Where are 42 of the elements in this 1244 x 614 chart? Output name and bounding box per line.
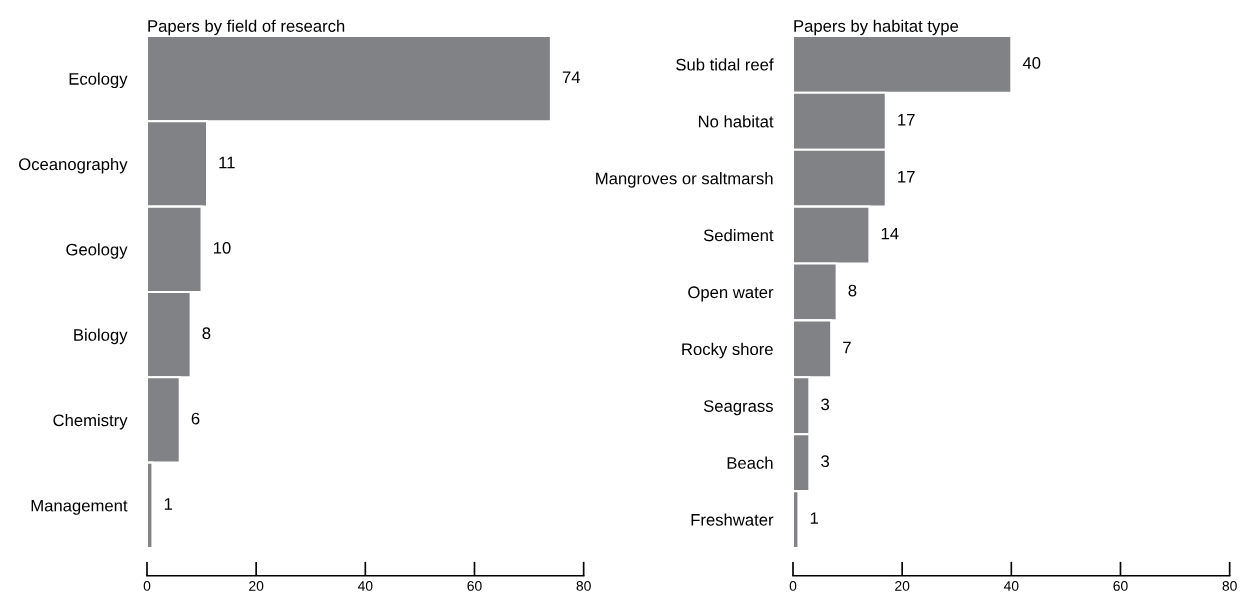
x-tick-label: 40 bbox=[1003, 581, 1019, 591]
data-label: 10 bbox=[213, 241, 231, 254]
chart-title: Papers by habitat type bbox=[794, 19, 959, 36]
y-tick-label: Geology bbox=[66, 243, 128, 259]
y-tick-label: Open water bbox=[688, 286, 774, 302]
chart-title: Papers by field of research bbox=[148, 19, 345, 36]
data-label: 40 bbox=[1022, 57, 1041, 69]
y-tick-label: Ecology bbox=[69, 72, 128, 89]
x-tick-label: 80 bbox=[576, 581, 591, 591]
x-tick-label: 20 bbox=[249, 581, 264, 591]
data-label: 6 bbox=[191, 412, 200, 425]
y-tick-label: Freshwater bbox=[691, 513, 774, 526]
data-label: 14 bbox=[881, 227, 899, 240]
y-tick-label: Oceanography bbox=[19, 157, 128, 174]
x-tick-label: 20 bbox=[895, 581, 910, 591]
data-label: 1 bbox=[810, 512, 819, 524]
data-label: 1 bbox=[164, 498, 173, 510]
y-tick-label: Beach bbox=[727, 456, 773, 469]
x-tick-label: 40 bbox=[357, 581, 373, 591]
data-label: 17 bbox=[898, 114, 915, 126]
data-label: 17 bbox=[898, 171, 915, 183]
data-label: 3 bbox=[821, 455, 830, 468]
data-label: 8 bbox=[202, 327, 211, 340]
x-tick-label: 60 bbox=[1113, 581, 1128, 591]
data-label: 11 bbox=[219, 156, 235, 169]
x-tick-label: 60 bbox=[467, 581, 482, 591]
data-label: 8 bbox=[848, 284, 857, 297]
x-tick-label: 0 bbox=[143, 581, 151, 591]
data-label: 7 bbox=[843, 341, 851, 354]
y-tick-label: Sediment bbox=[703, 229, 774, 242]
data-label: 3 bbox=[821, 398, 830, 411]
data-label: 74 bbox=[562, 71, 581, 83]
y-tick-label: Management bbox=[31, 499, 128, 515]
y-tick-label: Mangroves or saltmarsh bbox=[596, 172, 773, 188]
x-tick-label: 0 bbox=[789, 581, 797, 591]
y-tick-label: Chemistry bbox=[53, 413, 128, 430]
x-tick-label: 80 bbox=[1222, 581, 1237, 591]
y-tick-label: Sub tidal reef bbox=[676, 58, 774, 71]
y-tick-label: No habitat bbox=[698, 115, 774, 128]
y-tick-label: Rocky shore bbox=[682, 342, 773, 359]
y-tick-label: Seagrass bbox=[703, 400, 773, 416]
y-tick-label: Biology bbox=[74, 328, 128, 345]
